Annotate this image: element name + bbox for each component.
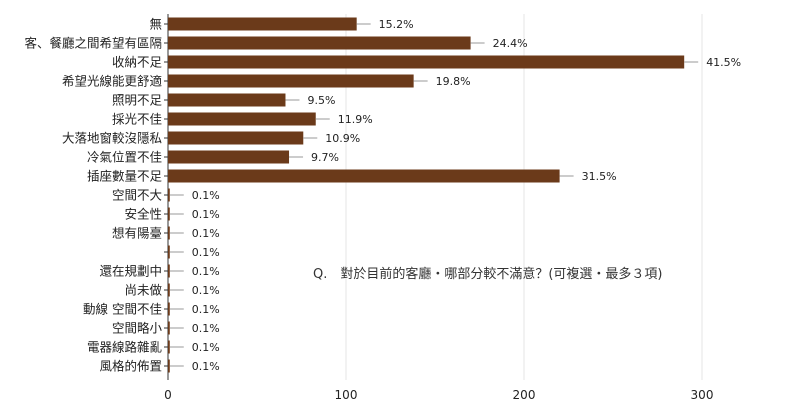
x-tick-label: 0 [164, 388, 172, 402]
data-label: 0.1% [192, 227, 220, 240]
category-label: 大落地窗較沒隱私 [62, 131, 162, 146]
bar [168, 36, 471, 50]
x-tick-label: 200 [513, 388, 536, 402]
bar [168, 112, 316, 126]
survey-question: Q. 對於目前的客廳・哪部分較不滿意？(可複選・最多３項) [313, 267, 663, 282]
category-label: 客、餐廳之間希望有區隔 [24, 36, 162, 51]
bar [168, 131, 304, 145]
category-label: 冷氣位置不佳 [87, 150, 162, 165]
category-label: 空間略小 [112, 321, 163, 336]
data-label: 0.1% [192, 208, 220, 221]
category-label: 想有陽臺 [112, 226, 162, 241]
category-label: 風格的佈置 [99, 359, 162, 374]
data-label: 0.1% [192, 189, 220, 202]
bar [168, 55, 685, 69]
data-label: 10.9% [325, 132, 360, 145]
data-label: 24.4% [493, 37, 528, 50]
data-label: 9.5% [307, 94, 335, 107]
data-label: 0.1% [192, 284, 220, 297]
bar [168, 321, 170, 335]
bar [168, 150, 290, 164]
category-label: 尚未做 [124, 283, 162, 298]
category-label: 採光不佳 [112, 112, 162, 127]
category-label: 希望光線能更舒適 [62, 74, 163, 89]
bar [168, 359, 170, 373]
bar [168, 207, 170, 221]
bar [168, 302, 170, 316]
bar [168, 226, 170, 240]
category-label: 安全性 [124, 207, 162, 222]
bar [168, 245, 170, 259]
category-label: 無 [149, 17, 162, 32]
data-label: 31.5% [582, 170, 617, 183]
data-label: 0.1% [192, 246, 220, 259]
bar [168, 74, 414, 88]
data-label: 41.5% [706, 56, 741, 69]
data-label: 15.2% [379, 18, 414, 31]
category-label: 空間不大 [112, 188, 162, 203]
data-label: 0.1% [192, 322, 220, 335]
x-tick-label: 100 [335, 388, 358, 402]
category-label: 收納不足 [112, 55, 163, 70]
category-label: 插座數量不足 [87, 169, 163, 184]
data-label: 0.1% [192, 303, 220, 316]
category-label: 照明不足 [112, 93, 163, 108]
data-label: 0.1% [192, 360, 220, 373]
x-tick-label: 300 [691, 388, 714, 402]
data-label: 9.7% [311, 151, 339, 164]
bar [168, 169, 560, 183]
data-label: 0.1% [192, 341, 220, 354]
bar [168, 188, 170, 202]
category-label: 動線 空間不佳 [83, 302, 162, 317]
data-label: 0.1% [192, 265, 220, 278]
category-label: 電器線路雜亂 [87, 340, 163, 355]
bar [168, 340, 170, 354]
bar [168, 93, 286, 107]
category-label: 還在規劃中 [99, 264, 162, 279]
bar [168, 283, 170, 297]
bar [168, 264, 170, 278]
bar [168, 17, 357, 31]
data-label: 11.9% [338, 113, 373, 126]
data-label: 19.8% [436, 75, 471, 88]
